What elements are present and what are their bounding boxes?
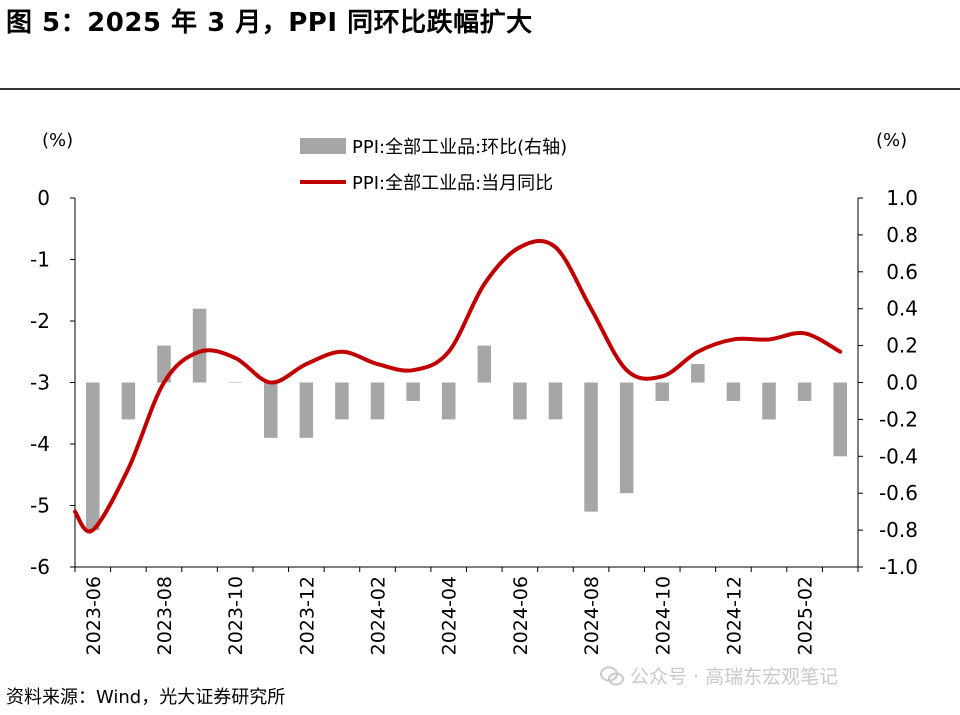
left-tick-label: -5 [30, 494, 50, 518]
right-tick-label: -0.8 [879, 518, 918, 542]
yoy-point-2024-11 [696, 350, 700, 354]
bar-2024-05 [477, 345, 492, 383]
yoy-point-2024-08 [589, 307, 593, 311]
bar-2024-02 [370, 382, 385, 420]
legend: PPI:全部工业品:环比(右轴) PPI:全部工业品:当月同比 [300, 128, 567, 200]
yoy-point-2023-08 [162, 381, 166, 384]
legend-item-line: PPI:全部工业品:当月同比 [300, 164, 567, 200]
yoy-point-2025-01 [767, 337, 771, 341]
legend-line-label: PPI:全部工业品:当月同比 [352, 173, 554, 194]
right-tick-label: -1.0 [879, 555, 918, 579]
yoy-point-2023-12 [304, 362, 308, 366]
yoy-point-2024-10 [660, 374, 664, 378]
x-tick-label: 2023-10 [225, 576, 247, 655]
x-tick-label: 2024-12 [723, 576, 745, 655]
yoy-point-2024-07 [553, 245, 557, 249]
yoy-point-2024-01 [340, 350, 344, 354]
bar-2024-06 [513, 382, 527, 420]
bar-2024-01 [335, 382, 349, 420]
right-tick-label: 0.0 [886, 371, 918, 395]
yoy-point-2024-03 [411, 368, 415, 372]
yoy-point-2024-12 [731, 337, 735, 341]
bar-2024-07 [548, 382, 563, 420]
x-tick-label: 2024-04 [439, 576, 461, 655]
bar-2025-02 [797, 382, 812, 401]
title-divider [0, 88, 960, 90]
bar-2024-04 [441, 382, 456, 420]
x-tick-label: 2024-06 [510, 576, 532, 655]
x-tick-label: 2024-02 [368, 576, 390, 655]
yoy-point-2023-10 [233, 356, 237, 360]
yoy-point-2024-05 [482, 282, 486, 286]
x-tick-label: 2023-08 [154, 576, 176, 655]
right-tick-label: 0.4 [886, 297, 918, 321]
bar-2024-03 [406, 382, 420, 401]
right-tick-label: -0.6 [879, 481, 918, 505]
right-tick-label: 1.0 [886, 186, 918, 210]
right-tick-label: 0.6 [886, 260, 918, 284]
bar-2024-09 [619, 382, 634, 494]
x-tick-label: 2023-12 [296, 576, 318, 655]
legend-line-swatch [300, 180, 346, 184]
bar-2024-12 [726, 382, 741, 401]
wechat-icon [600, 666, 624, 685]
bar-2024-10 [655, 382, 670, 401]
bar-2023-10 [228, 382, 242, 383]
left-tick-label: -4 [30, 432, 50, 456]
right-tick-label: 0.2 [886, 334, 918, 358]
chart-title: 图 5：2025 年 3 月，PPI 同环比跌幅扩大 [6, 8, 533, 38]
bar-2025-03 [833, 382, 847, 457]
legend-bar-label: PPI:全部工业品:环比(右轴) [352, 137, 568, 158]
bar-2023-12 [299, 382, 314, 438]
right-tick-label: -0.2 [879, 407, 918, 431]
right-tick-label: 0.8 [886, 223, 918, 247]
left-tick-label: -1 [30, 248, 50, 272]
source-note: 资料来源：Wind，光大证券研究所 [6, 687, 286, 708]
yoy-point-2024-04 [447, 350, 451, 354]
left-tick-label: -6 [30, 555, 50, 579]
yoy-point-2023-07 [126, 467, 130, 471]
yoy-point-2023-09 [198, 350, 202, 354]
x-tick-label: 2024-10 [652, 576, 674, 655]
right-axis-unit: (%) [876, 130, 908, 151]
legend-bar-swatch [300, 138, 346, 154]
bar-2023-06 [86, 382, 100, 531]
bar-2023-07 [121, 382, 136, 420]
legend-item-bar: PPI:全部工业品:环比(右轴) [300, 128, 567, 164]
yoy-point-2025-02 [803, 331, 807, 335]
bar-2025-01 [762, 382, 776, 420]
bar-2024-11 [691, 364, 705, 383]
left-axis-unit: (%) [42, 130, 74, 151]
yoy-line [73, 239, 843, 534]
left-tick-label: 0 [37, 186, 50, 210]
watermark-text: 公众号 · 高瑞东宏观笔记 [630, 666, 839, 688]
yoy-point-2024-02 [376, 362, 380, 366]
yoy-point-2023-06 [91, 528, 95, 532]
right-tick-label: -0.4 [879, 444, 918, 468]
left-tick-label: -3 [30, 371, 50, 395]
yoy-point-2024-09 [625, 368, 629, 372]
bar-2023-08 [157, 345, 171, 383]
left-tick-label: -2 [30, 309, 50, 333]
watermark: 公众号 · 高瑞东宏观笔记 [600, 662, 838, 689]
bar-2023-11 [263, 382, 278, 438]
yoy-point-2025-03 [838, 350, 842, 354]
yoy-point-2024-06 [518, 245, 522, 249]
x-tick-label: 2024-08 [581, 576, 603, 655]
x-tick-label: 2025-02 [795, 576, 817, 655]
bar-2024-08 [584, 382, 598, 512]
bar-2023-09 [192, 308, 207, 383]
x-tick-label: 2023-06 [83, 576, 105, 655]
yoy-point-2023-11 [269, 381, 273, 384]
